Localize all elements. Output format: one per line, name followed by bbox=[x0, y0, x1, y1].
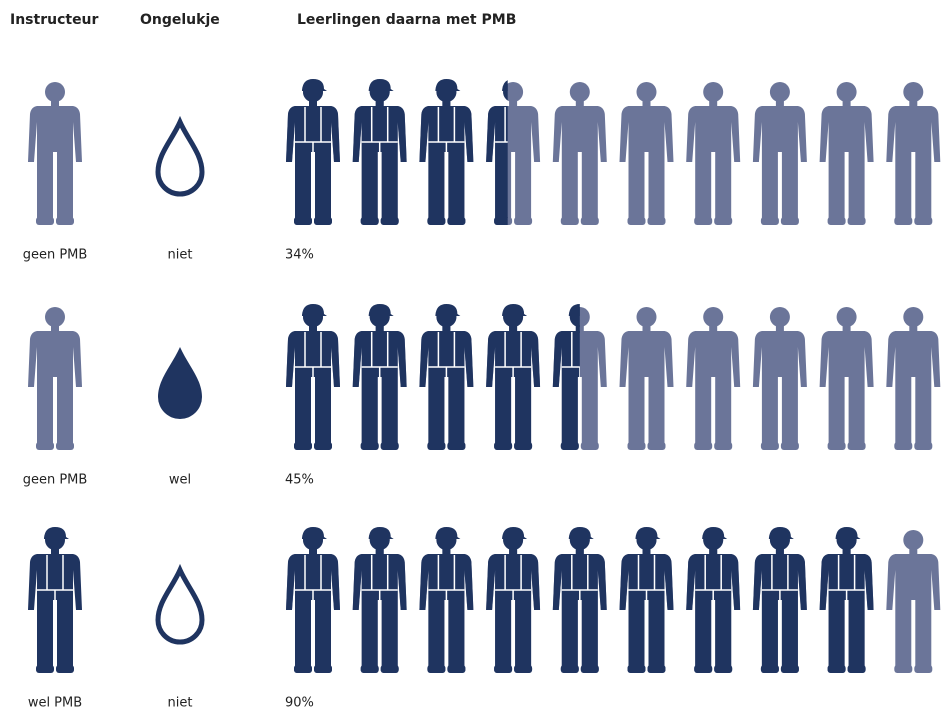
pupil-icon bbox=[752, 527, 807, 673]
pupil-icon bbox=[886, 530, 941, 673]
pupil-icon bbox=[752, 82, 807, 225]
accident-drop bbox=[155, 563, 205, 645]
accident-label: wel bbox=[169, 473, 191, 488]
pupil-icon bbox=[286, 527, 340, 673]
value-label: 34% bbox=[285, 248, 314, 263]
pupil-icon bbox=[286, 79, 340, 225]
pupil-icon bbox=[486, 304, 541, 450]
pupil-icon bbox=[619, 82, 674, 225]
pupil-icon bbox=[686, 527, 741, 673]
accident-label: niet bbox=[168, 248, 193, 263]
instructor-label: geen PMB bbox=[23, 473, 88, 488]
pupil-icon bbox=[686, 307, 741, 450]
pupil-icon bbox=[419, 79, 474, 225]
instructor-icon bbox=[28, 82, 82, 225]
instructor-label: geen PMB bbox=[23, 248, 88, 263]
value-label: 45% bbox=[285, 473, 314, 488]
pupil-icon bbox=[886, 307, 941, 450]
pupil-icon bbox=[352, 79, 407, 225]
pupil-icon bbox=[619, 307, 674, 450]
instructor-icon bbox=[28, 527, 82, 673]
header: Instructeur bbox=[10, 12, 99, 28]
pupil-icon bbox=[552, 527, 607, 673]
instructor-icon bbox=[28, 307, 82, 450]
pupil-icon bbox=[619, 527, 674, 673]
value-label: 90% bbox=[285, 696, 314, 709]
pupil-icon bbox=[752, 307, 807, 450]
pupil-icon bbox=[486, 80, 541, 225]
pupil-icon bbox=[552, 304, 607, 450]
pupil-icon bbox=[552, 82, 607, 225]
accident-drop bbox=[158, 347, 202, 419]
accident-drop bbox=[155, 115, 205, 197]
pupil-icon bbox=[886, 82, 941, 225]
pupil-icon bbox=[819, 527, 874, 673]
accident-label: niet bbox=[168, 696, 193, 709]
pupil-icon bbox=[819, 82, 874, 225]
header: Ongelukje bbox=[140, 12, 220, 28]
pupil-icon bbox=[352, 527, 407, 673]
pupil-icon bbox=[486, 527, 541, 673]
pupil-icon bbox=[419, 304, 474, 450]
instructor-label: wel PMB bbox=[28, 696, 82, 709]
pupil-icon bbox=[352, 304, 407, 450]
pupil-icon bbox=[286, 304, 340, 450]
pupil-icon bbox=[819, 307, 874, 450]
pupil-icon bbox=[686, 82, 741, 225]
pupil-icon bbox=[419, 527, 474, 673]
header: Leerlingen daarna met PMB bbox=[297, 12, 516, 28]
